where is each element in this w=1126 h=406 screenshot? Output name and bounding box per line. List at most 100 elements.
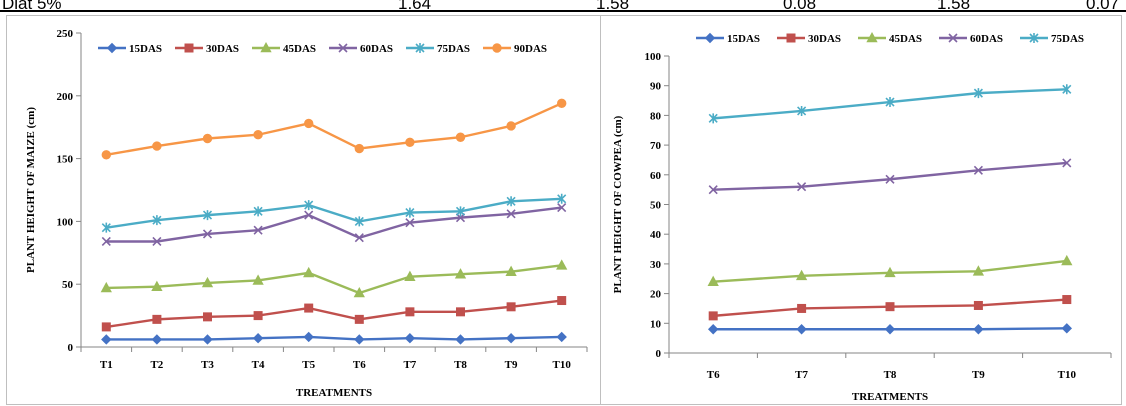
data-point-75das-t6 xyxy=(708,113,718,124)
data-point-15das-t8 xyxy=(884,324,896,335)
series-90das xyxy=(101,98,567,160)
data-point-45das-t3 xyxy=(201,276,214,288)
data-point-30das-t3 xyxy=(203,312,212,322)
legend-item-75das: 75DAS xyxy=(406,43,470,55)
x-tick-label-t10: T10 xyxy=(1058,369,1077,381)
data-point-45das-t4 xyxy=(252,274,264,285)
y-tick-label: 20 xyxy=(650,289,662,301)
data-point-75das-t8 xyxy=(455,206,466,217)
y-tick-label: 150 xyxy=(57,154,74,166)
legend-marker-75das xyxy=(415,43,425,53)
data-point-30das-t6 xyxy=(708,311,718,321)
series-75das xyxy=(101,193,567,233)
data-point-90das-t2 xyxy=(152,141,162,151)
legend-marker-15das xyxy=(106,42,118,54)
data-point-15das-t6 xyxy=(354,334,365,345)
legend-marker-15das xyxy=(704,32,716,44)
series-30das xyxy=(101,296,567,332)
y-tick-label: 0 xyxy=(656,348,662,360)
legend-label-45das: 45DAS xyxy=(889,33,922,45)
data-point-45das-t9 xyxy=(972,265,985,276)
legend-label-60das: 60DAS xyxy=(970,33,1003,45)
legend-item-15das: 15DAS xyxy=(98,42,162,55)
table-cell-2: 1.58 xyxy=(596,0,630,13)
legend-item-75das: 75DAS xyxy=(1020,33,1084,45)
data-point-60das-t2 xyxy=(152,236,162,247)
legend-marker-90das xyxy=(492,43,502,53)
legend-label-75das: 75DAS xyxy=(1051,33,1084,45)
data-point-90das-t5 xyxy=(304,118,314,129)
legend-item-30das: 30DAS xyxy=(777,33,841,45)
maize-height-chart: 0 50 100 150 200 250 T1 T2 T3 T4 T5 T6 T7 T8 T9 T10 TREA… xyxy=(25,28,588,399)
data-point-30das-t5 xyxy=(304,303,314,313)
data-point-30das-t9 xyxy=(506,302,516,312)
table-fragment: Dlat 5% 1.64 1.58 0.08 1.58 0.07 xyxy=(0,0,1126,14)
y-axis-title: PLANT HEIGHT OF COWPEA (cm) xyxy=(612,115,624,293)
x-tick-label-t1: T1 xyxy=(100,359,113,371)
data-point-30das-t7 xyxy=(405,307,415,317)
y-tick-label: 60 xyxy=(650,170,662,182)
data-point-45das-t8 xyxy=(884,266,896,278)
data-point-75das-t7 xyxy=(405,207,415,218)
table-rule xyxy=(0,10,1126,12)
data-point-15das-t6 xyxy=(707,324,719,335)
legend-marker-45das xyxy=(866,31,878,43)
x-tick-label-t7: T7 xyxy=(795,369,808,381)
legend-label-30das: 30DAS xyxy=(808,33,841,45)
legend-marker-60das xyxy=(338,43,348,53)
data-point-30das-t6 xyxy=(354,314,364,324)
legend: 15DAS 30DAS 45DAS 60DAS 75DAS xyxy=(696,31,1084,45)
table-cell-4: 1.58 xyxy=(937,0,971,13)
data-point-30das-t7 xyxy=(797,303,807,313)
data-point-60das-t8 xyxy=(885,174,895,184)
data-point-30das-t8 xyxy=(885,302,895,312)
legend-label-90das: 90DAS xyxy=(514,43,547,55)
data-point-15das-t10 xyxy=(556,331,567,343)
data-point-45das-t8 xyxy=(454,268,467,279)
table-cell-3: 0.08 xyxy=(783,0,817,13)
y-tick-label: 70 xyxy=(650,140,662,152)
data-point-30das-t8 xyxy=(456,307,465,317)
legend-marker-30das xyxy=(184,43,194,53)
data-point-15das-t7 xyxy=(796,324,807,335)
x-tick-label-t8: T8 xyxy=(884,369,897,381)
y-tick-label: 200 xyxy=(57,91,74,103)
data-point-15das-t1 xyxy=(101,334,112,345)
data-point-75das-t8 xyxy=(885,97,895,108)
x-tick-label-t4: T4 xyxy=(252,359,265,371)
data-point-45das-t10 xyxy=(1061,254,1073,266)
x-tick-label-t6: T6 xyxy=(707,369,720,381)
legend-item-90das: 90DAS xyxy=(483,43,547,55)
data-point-90das-t7 xyxy=(405,137,415,147)
x-tick-label-t5: T5 xyxy=(302,359,315,371)
series-15das xyxy=(101,331,567,345)
table-row-label: Dlat 5% xyxy=(2,0,62,13)
y-tick-label: 50 xyxy=(650,200,662,212)
series-60das xyxy=(708,158,1072,195)
data-point-45das-t10 xyxy=(556,259,568,270)
data-point-15das-t7 xyxy=(404,333,416,344)
series-45das xyxy=(100,259,568,298)
series-45das xyxy=(707,254,1073,287)
legend-item-45das: 45DAS xyxy=(858,31,922,45)
data-point-45das-t5 xyxy=(303,266,315,278)
data-point-60das-t4 xyxy=(253,225,263,235)
x-axis-title: TREATMENTS xyxy=(296,387,372,399)
legend: 15DAS 30DAS 45DAS 60DAS 75DAS 90DAS xyxy=(98,41,547,55)
legend-item-15das: 15DAS xyxy=(696,32,760,45)
x-tick-label-t6: T6 xyxy=(353,359,366,371)
y-axis-title: PLANT HEIGHT OF MAIZE (cm) xyxy=(25,107,37,273)
data-point-60das-t6 xyxy=(708,185,718,195)
y-tick-label: 100 xyxy=(57,216,74,228)
series-line-30das xyxy=(106,299,562,329)
data-point-45das-t6 xyxy=(353,286,365,298)
data-point-75das-t5 xyxy=(304,200,314,211)
data-point-60das-t7 xyxy=(797,182,807,192)
data-point-75das-t1 xyxy=(101,222,111,233)
legend-label-15das: 15DAS xyxy=(727,33,760,45)
x-tick-label-t7: T7 xyxy=(403,359,416,371)
series-line-15das xyxy=(106,335,562,341)
y-tick-label: 100 xyxy=(645,51,662,63)
legend-label-30das: 30DAS xyxy=(206,43,239,55)
series-30das xyxy=(708,295,1072,321)
